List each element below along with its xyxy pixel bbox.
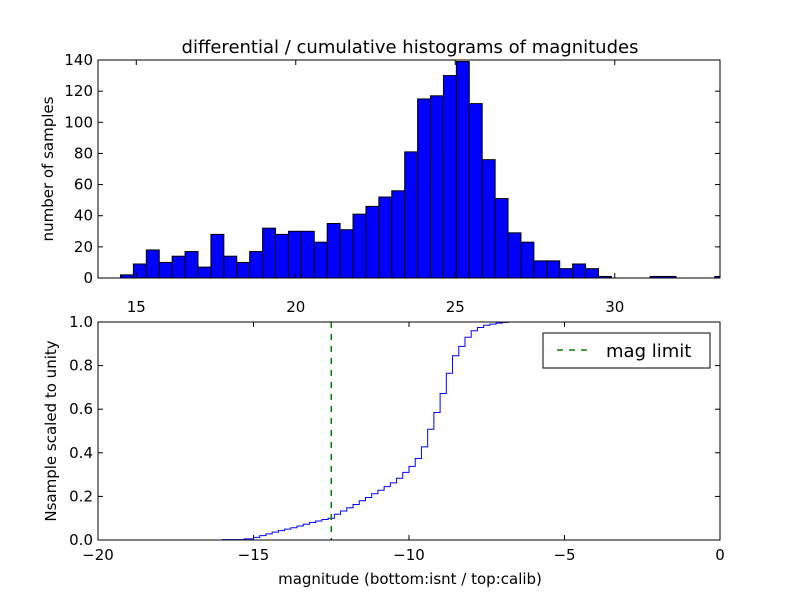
histogram-bar [468,103,483,279]
histogram-bar [430,95,444,279]
histogram-bar [171,255,186,279]
histogram-bar [326,223,341,279]
y-tick-label: 100 [64,113,93,131]
y-tick-label: 0.6 [69,400,93,418]
histogram-bar [287,230,302,279]
histogram-panel: differential / cumulative histograms of … [39,37,721,316]
histogram-bar [145,249,160,279]
histogram-bar [236,261,251,279]
histogram-bar [158,261,173,279]
y-tick-label: 0 [83,269,93,287]
cumulative-y-ticks: 0.0 0.2 0.4 0.6 0.8 1.0 [69,313,720,549]
x-tick-label: −20 [82,546,114,564]
histogram-bar [184,251,199,279]
y-tick-label: 20 [74,238,93,256]
cumulative-panel: 0.0 0.2 0.4 0.6 0.8 1.0 −20 −15 −10 −5 0 Nsample … [42,313,725,588]
x-tick-label: 15 [127,298,146,316]
y-tick-label: 0.0 [69,531,93,549]
histogram-bar [339,229,354,279]
x-tick-label: 0 [715,546,725,564]
histogram-bar [533,260,548,279]
x-tick-label: −10 [393,546,425,564]
histogram-bar [559,268,574,279]
histogram-bar [210,233,225,279]
y-tick-label: 0.8 [69,357,93,375]
histogram-bar [391,190,406,279]
histogram-bar [275,233,289,279]
x-tick-label: 25 [446,298,465,316]
x-tick-label: 20 [286,298,305,316]
histogram-bar [404,151,419,279]
histogram-bar [300,230,315,279]
histogram-bars [119,61,721,279]
cumulative-axes-frame [97,321,721,541]
histogram-bar [262,227,277,279]
histogram-bar [455,61,470,279]
y-tick-label: 40 [74,207,93,225]
histogram-bar [442,75,457,279]
histogram-bar [352,213,367,279]
y-tick-label: 80 [74,144,93,162]
y-tick-label: 120 [64,82,93,100]
histogram-axes-frame [97,59,721,279]
histogram-y-ticks: 0 20 40 60 80 100 120 140 [64,51,720,287]
x-tick-label: −5 [553,546,575,564]
histogram-bar [365,205,380,279]
x-tick-label: 30 [605,298,624,316]
histogram-bar [520,241,535,279]
x-tick-label: −15 [238,546,270,564]
histogram-bar [378,196,393,279]
histogram-bar [546,260,561,279]
histogram-bar [481,159,496,279]
histogram-bar [417,98,432,279]
histogram-bar [313,241,328,279]
cumulative-step-line [98,321,721,541]
histogram-x-ticks: 15 20 25 30 [127,60,624,316]
histogram-y-axis-label: number of samples [39,96,57,241]
cumulative-x-ticks: −20 −15 −10 −5 0 [82,322,725,564]
y-tick-label: 60 [74,176,93,194]
chart-title: differential / cumulative histograms of … [182,37,639,58]
histogram-bar [572,263,587,279]
y-tick-label: 0.2 [69,487,93,505]
histogram-bar [585,268,599,279]
y-tick-label: 1.0 [69,313,93,331]
cumulative-y-axis-label: Nsample scaled to unity [42,340,60,521]
histogram-bar [223,255,238,279]
cumulative-x-axis-label: magnitude (bottom:isnt / top:calib) [278,570,542,588]
cumulative-lines [98,321,721,541]
y-tick-label: 140 [64,51,93,69]
histogram-bar [249,251,264,279]
histogram-bar [132,263,147,279]
legend-label-mag-limit: mag limit [606,341,691,362]
y-tick-label: 0.4 [69,444,93,462]
legend: mag limit [542,332,711,369]
histogram-bar [494,198,509,279]
histogram-bar [197,266,212,279]
histogram-bar [507,232,522,279]
